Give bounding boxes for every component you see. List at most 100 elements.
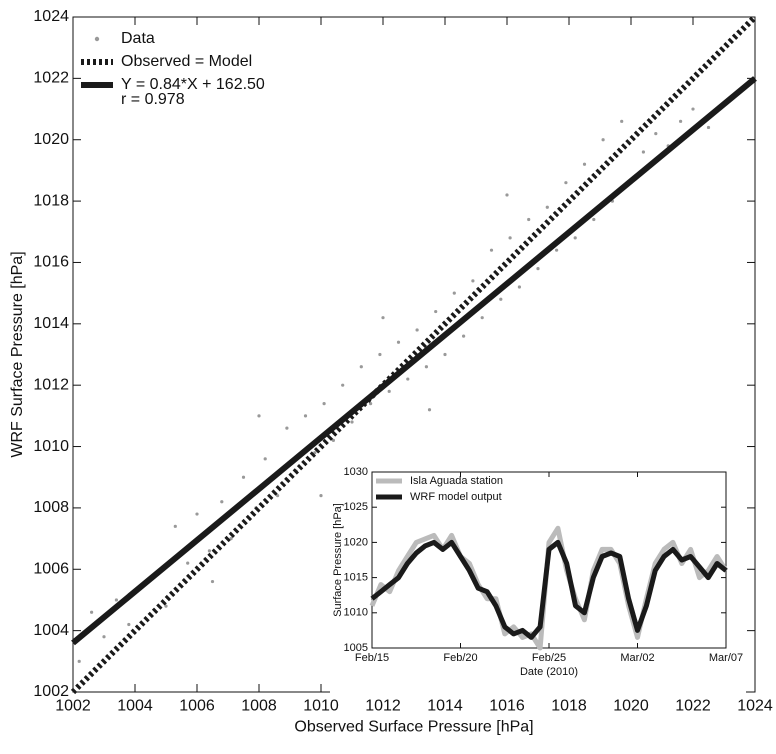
data-point xyxy=(331,438,335,443)
data-point xyxy=(210,579,215,584)
x-tick-label: Feb/15 xyxy=(355,652,389,664)
y-tick-label: 1010 xyxy=(344,607,368,619)
data-point xyxy=(536,266,540,271)
data-point xyxy=(517,285,522,289)
x-tick-label: 1024 xyxy=(737,698,773,715)
series-line xyxy=(369,525,729,651)
data-point xyxy=(564,181,568,185)
data-point xyxy=(396,340,401,344)
legend-label: Data xyxy=(121,30,155,47)
data-point xyxy=(387,389,391,393)
data-point xyxy=(499,297,503,301)
data-point xyxy=(369,401,373,406)
data-point xyxy=(313,451,317,455)
x-tick-label: 1016 xyxy=(489,698,525,715)
data-point xyxy=(195,512,199,516)
y-axis-label: Surface Pressure [hPa] xyxy=(332,503,344,617)
data-point xyxy=(102,635,106,639)
data-point xyxy=(415,328,419,332)
data-point xyxy=(220,500,224,504)
data-point xyxy=(471,279,475,283)
x-tick-label: 1018 xyxy=(551,698,587,715)
data-point xyxy=(276,494,280,498)
y-tick-label: 1012 xyxy=(33,376,69,393)
y-tick-label: 1022 xyxy=(33,70,69,87)
x-tick-label: 1006 xyxy=(179,698,215,715)
data-point xyxy=(263,457,267,461)
data-point xyxy=(359,365,363,369)
x-tick-label: Feb/25 xyxy=(532,652,566,664)
x-tick-label: 1002 xyxy=(55,698,91,715)
data-point xyxy=(654,131,658,136)
data-point xyxy=(462,334,466,338)
data-point xyxy=(480,316,484,320)
data-point xyxy=(207,549,211,553)
data-point xyxy=(186,561,190,565)
y-tick-label: 1005 xyxy=(344,642,368,654)
data-point xyxy=(434,309,438,314)
data-point xyxy=(322,401,326,406)
data-point xyxy=(319,494,323,498)
y-tick-label: 1004 xyxy=(33,622,69,639)
data-point xyxy=(691,107,695,111)
data-point xyxy=(505,193,509,197)
data-point xyxy=(427,408,432,412)
data-point xyxy=(489,248,494,252)
data-point xyxy=(582,162,587,166)
data-point xyxy=(341,383,345,387)
series-line xyxy=(370,539,728,640)
x-tick-label: 1022 xyxy=(675,698,711,715)
annotation: r = 0.978 xyxy=(121,91,185,108)
data-point xyxy=(620,119,624,123)
data-point xyxy=(127,622,131,627)
data-point xyxy=(164,604,168,608)
x-tick-label: 1010 xyxy=(303,698,339,715)
x-tick-label: Mar/07 xyxy=(709,652,743,664)
data-point xyxy=(706,125,711,130)
legend-label: Isla Aguada station xyxy=(410,475,503,487)
x-tick-label: 1014 xyxy=(427,698,463,715)
data-point xyxy=(285,426,289,430)
data-point xyxy=(241,475,246,479)
legend-label: WRF model output xyxy=(410,491,502,503)
data-point xyxy=(601,138,605,142)
y-tick-label: 1020 xyxy=(33,131,69,148)
data-point xyxy=(350,420,354,424)
data-point xyxy=(114,598,118,602)
data-point xyxy=(90,610,94,614)
y-tick-label: 1020 xyxy=(344,536,368,548)
y-tick-label: 1015 xyxy=(344,572,368,584)
data-point xyxy=(573,236,577,240)
data-point xyxy=(173,524,177,528)
data-point xyxy=(424,365,428,369)
x-tick-label: 1020 xyxy=(613,698,649,715)
data-point xyxy=(527,217,531,222)
y-tick-label: 1016 xyxy=(33,254,69,271)
y-tick-label: 1014 xyxy=(33,315,69,332)
x-tick-label: Mar/02 xyxy=(620,652,654,664)
data-point xyxy=(508,236,512,240)
y-tick-label: 1006 xyxy=(33,560,69,577)
data-point xyxy=(641,150,646,154)
data-point xyxy=(679,119,683,123)
legend-label: Y = 0.84*X + 162.50 xyxy=(121,76,265,93)
data-point xyxy=(406,377,410,381)
data-point xyxy=(443,352,447,357)
x-tick-label: 1012 xyxy=(365,698,401,715)
data-point xyxy=(452,291,456,295)
data-point xyxy=(555,248,559,252)
series-line xyxy=(70,14,758,695)
legend-marker xyxy=(94,36,100,42)
series-line xyxy=(71,76,757,646)
y-tick-label: 1002 xyxy=(33,683,69,700)
x-tick-label: 1008 xyxy=(241,698,277,715)
y-tick-label: 1010 xyxy=(33,438,69,455)
x-tick-label: Feb/20 xyxy=(443,652,477,664)
y-tick-label: 1008 xyxy=(33,499,69,516)
data-point xyxy=(257,414,261,418)
data-point xyxy=(303,414,308,418)
data-point xyxy=(592,217,596,222)
data-point xyxy=(545,205,549,209)
data-point xyxy=(229,536,233,541)
